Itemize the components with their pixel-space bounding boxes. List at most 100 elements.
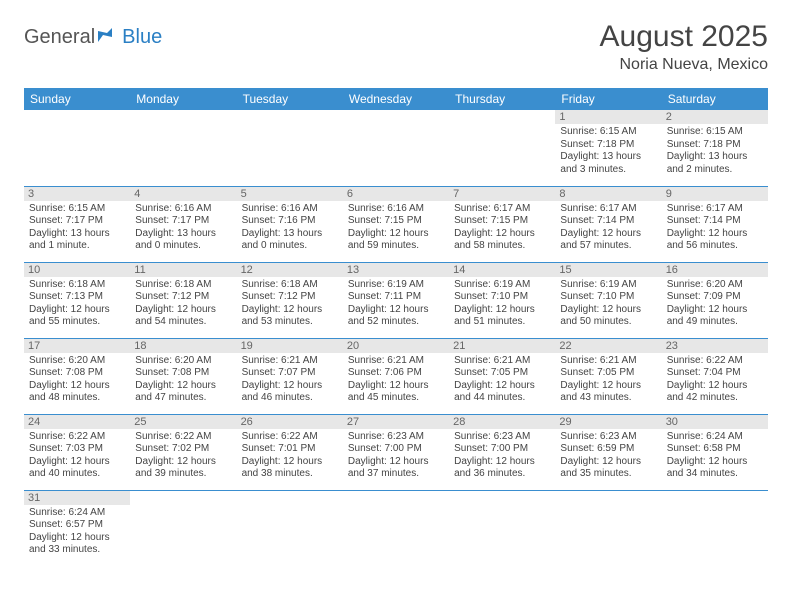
daylight-line: and 39 minutes. <box>135 468 231 481</box>
day-number: 6 <box>343 187 449 201</box>
sunrise-line: Sunrise: 6:15 AM <box>560 126 656 139</box>
daylight-line: and 44 minutes. <box>454 392 550 405</box>
day-header: Sunday <box>24 88 130 110</box>
daylight-line: Daylight: 12 hours <box>348 228 444 241</box>
daylight-line: and 34 minutes. <box>667 468 763 481</box>
title-block: August 2025 Noria Nueva, Mexico <box>600 20 768 74</box>
calendar-row: 17Sunrise: 6:20 AMSunset: 7:08 PMDayligh… <box>24 338 768 414</box>
calendar-cell: 22Sunrise: 6:21 AMSunset: 7:05 PMDayligh… <box>555 338 661 414</box>
header: General Blue August 2025 Noria Nueva, Me… <box>24 20 768 74</box>
sunset-line: Sunset: 7:18 PM <box>667 139 763 152</box>
calendar-cell: 8 Sunrise: 6:17 AMSunset: 7:14 PMDaylight… <box>555 186 661 262</box>
calendar-cell: 29Sunrise: 6:23 AMSunset: 6:59 PMDayligh… <box>555 414 661 490</box>
day-header-row: Sunday Monday Tuesday Wednesday Thursday… <box>24 88 768 110</box>
calendar-page: General Blue August 2025 Noria Nueva, Me… <box>0 0 792 586</box>
month-title: August 2025 <box>600 20 768 54</box>
daylight-line: and 59 minutes. <box>348 240 444 253</box>
day-number: 26 <box>237 415 343 429</box>
sunset-line: Sunset: 6:59 PM <box>560 443 656 456</box>
daylight-line: Daylight: 12 hours <box>135 456 231 469</box>
daylight-line: Daylight: 12 hours <box>348 304 444 317</box>
calendar-cell-empty <box>343 490 449 566</box>
daylight-line: Daylight: 12 hours <box>667 456 763 469</box>
calendar-cell-empty <box>130 110 236 186</box>
calendar-cell: 5Sunrise: 6:16 AMSunset: 7:16 PMDaylight… <box>237 186 343 262</box>
day-number: 1 <box>555 110 661 124</box>
day-number: 8 <box>555 187 661 201</box>
daylight-line: Daylight: 12 hours <box>454 228 550 241</box>
day-number: 29 <box>555 415 661 429</box>
sunset-line: Sunset: 7:09 PM <box>667 291 763 304</box>
calendar-cell-empty <box>662 490 768 566</box>
day-number: 9 <box>662 187 768 201</box>
sunset-line: Sunset: 7:10 PM <box>560 291 656 304</box>
daylight-line: Daylight: 12 hours <box>135 304 231 317</box>
sunrise-line: Sunrise: 6:23 AM <box>560 431 656 444</box>
day-header: Wednesday <box>343 88 449 110</box>
daylight-line: and 50 minutes. <box>560 316 656 329</box>
day-number: 19 <box>237 339 343 353</box>
sunrise-line: Sunrise: 6:17 AM <box>667 203 763 216</box>
calendar-cell: 9Sunrise: 6:17 AMSunset: 7:14 PMDaylight… <box>662 186 768 262</box>
calendar-cell: 16Sunrise: 6:20 AMSunset: 7:09 PMDayligh… <box>662 262 768 338</box>
calendar-cell-empty <box>449 490 555 566</box>
daylight-line: Daylight: 13 hours <box>242 228 338 241</box>
calendar-cell: 7 Sunrise: 6:17 AMSunset: 7:15 PMDaylight… <box>449 186 555 262</box>
calendar-cell-empty <box>343 110 449 186</box>
daylight-line: Daylight: 12 hours <box>242 380 338 393</box>
calendar-cell: 31Sunrise: 6:24 AMSunset: 6:57 PMDayligh… <box>24 490 130 566</box>
day-number: 30 <box>662 415 768 429</box>
daylight-line: and 56 minutes. <box>667 240 763 253</box>
day-number: 11 <box>130 263 236 277</box>
sunset-line: Sunset: 7:04 PM <box>667 367 763 380</box>
sunrise-line: Sunrise: 6:21 AM <box>454 355 550 368</box>
calendar-cell-empty <box>130 490 236 566</box>
logo-text-blue: Blue <box>122 26 162 49</box>
daylight-line: Daylight: 12 hours <box>560 228 656 241</box>
logo-text-general: General <box>24 26 95 49</box>
calendar-cell: 11Sunrise: 6:18 AMSunset: 7:12 PMDayligh… <box>130 262 236 338</box>
day-number: 22 <box>555 339 661 353</box>
calendar-cell-empty <box>237 490 343 566</box>
daylight-line: and 53 minutes. <box>242 316 338 329</box>
calendar-cell: 23Sunrise: 6:22 AMSunset: 7:04 PMDayligh… <box>662 338 768 414</box>
sunset-line: Sunset: 7:13 PM <box>29 291 125 304</box>
sunset-line: Sunset: 7:08 PM <box>29 367 125 380</box>
sunrise-line: Sunrise: 6:17 AM <box>454 203 550 216</box>
sunset-line: Sunset: 7:14 PM <box>560 215 656 228</box>
sunset-line: Sunset: 7:11 PM <box>348 291 444 304</box>
sunset-line: Sunset: 7:06 PM <box>348 367 444 380</box>
day-number: 12 <box>237 263 343 277</box>
day-number: 4 <box>130 187 236 201</box>
day-number: 20 <box>343 339 449 353</box>
location: Noria Nueva, Mexico <box>600 56 768 74</box>
sunrise-line: Sunrise: 6:23 AM <box>348 431 444 444</box>
sunrise-line: Sunrise: 6:16 AM <box>242 203 338 216</box>
calendar-cell-empty <box>555 490 661 566</box>
calendar-cell: 3Sunrise: 6:15 AMSunset: 7:17 PMDaylight… <box>24 186 130 262</box>
day-number: 16 <box>662 263 768 277</box>
daylight-line: and 47 minutes. <box>135 392 231 405</box>
daylight-line: and 57 minutes. <box>560 240 656 253</box>
sunset-line: Sunset: 7:10 PM <box>454 291 550 304</box>
calendar-cell: 4Sunrise: 6:16 AMSunset: 7:17 PMDaylight… <box>130 186 236 262</box>
day-number: 23 <box>662 339 768 353</box>
calendar-cell: 15Sunrise: 6:19 AMSunset: 7:10 PMDayligh… <box>555 262 661 338</box>
sunrise-line: Sunrise: 6:17 AM <box>560 203 656 216</box>
daylight-line: and 52 minutes. <box>348 316 444 329</box>
logo: General Blue <box>24 26 162 49</box>
calendar-cell-empty <box>24 110 130 186</box>
daylight-line: Daylight: 12 hours <box>29 380 125 393</box>
sunrise-line: Sunrise: 6:21 AM <box>560 355 656 368</box>
daylight-line: and 3 minutes. <box>560 164 656 177</box>
sunset-line: Sunset: 7:02 PM <box>135 443 231 456</box>
sunrise-line: Sunrise: 6:22 AM <box>29 431 125 444</box>
day-number: 15 <box>555 263 661 277</box>
day-number: 10 <box>24 263 130 277</box>
calendar-cell: 12Sunrise: 6:18 AMSunset: 7:12 PMDayligh… <box>237 262 343 338</box>
daylight-line: and 55 minutes. <box>29 316 125 329</box>
sunset-line: Sunset: 7:15 PM <box>454 215 550 228</box>
daylight-line: Daylight: 13 hours <box>29 228 125 241</box>
daylight-line: and 0 minutes. <box>242 240 338 253</box>
day-number: 7 <box>449 187 555 201</box>
